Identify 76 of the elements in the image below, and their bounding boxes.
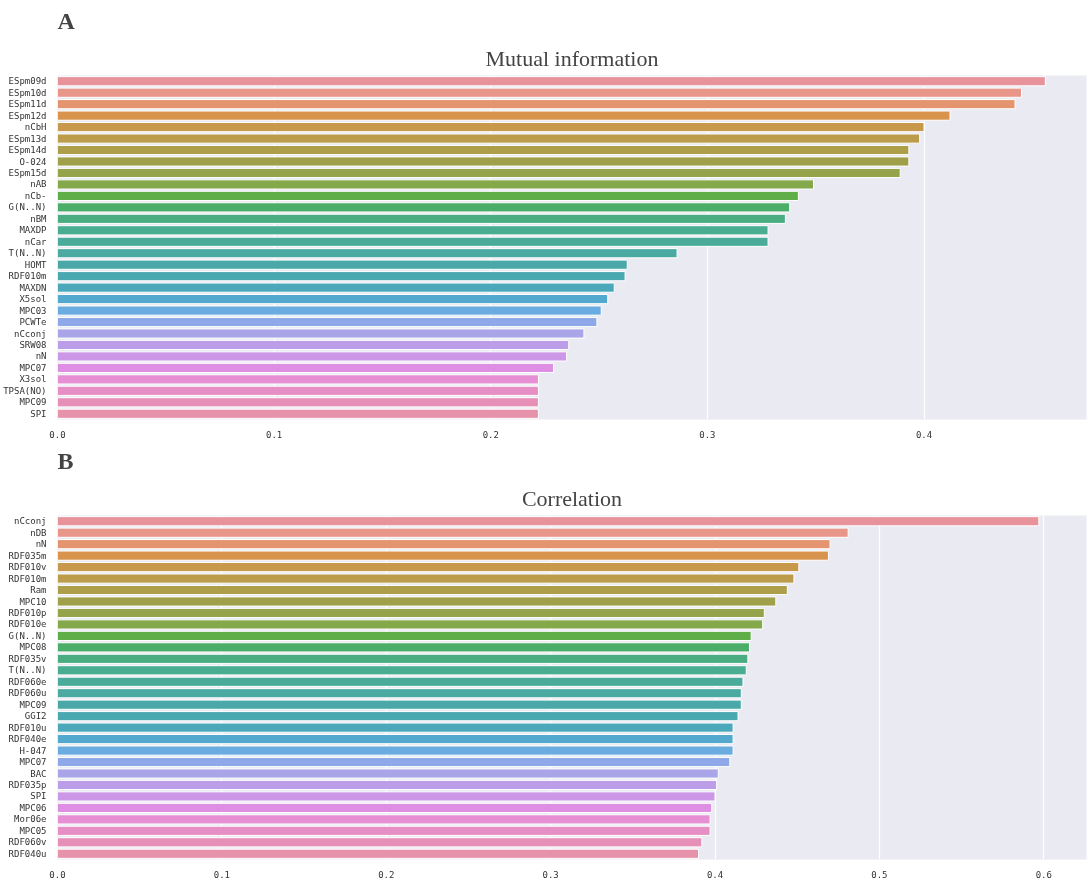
y-tick-label: RDF040e xyxy=(8,734,47,745)
y-tick-label: SPI xyxy=(30,408,47,419)
y-tick-label: RDF060u xyxy=(8,688,47,699)
y-tick-label: ESpm13d xyxy=(8,133,47,144)
y-tick-label: nCconj xyxy=(13,516,47,527)
y-tick-label: O-024 xyxy=(19,156,47,167)
y-tick-label: Mor06e xyxy=(13,814,47,825)
x-tick-label: 0.1 xyxy=(266,429,283,440)
x-tick-label: 0.0 xyxy=(49,869,66,880)
text: B xyxy=(57,447,74,474)
x-tick-label: 0.2 xyxy=(482,429,499,440)
y-tick-label: H-047 xyxy=(19,745,47,756)
y-tick-label: MAXDN xyxy=(19,282,47,293)
y-tick-label: nDB xyxy=(30,527,47,538)
y-tick-label: MAXDP xyxy=(19,225,48,236)
y-tick-label: MPC03 xyxy=(19,305,47,316)
x-tick-label: 0.4 xyxy=(706,869,724,880)
y-tick-label: Ram xyxy=(30,585,47,596)
y-tick-label: nN xyxy=(35,351,47,362)
y-tick-label: GGI2 xyxy=(24,711,47,722)
y-tick-label: MPC07 xyxy=(19,362,47,373)
y-tick-label: X3sol xyxy=(19,374,47,385)
y-tick-label: X5sol xyxy=(19,294,47,305)
y-tick-label: RDF010e xyxy=(8,619,47,630)
x-tick-label: 0.0 xyxy=(49,429,66,440)
y-tick-label: SPI xyxy=(30,791,47,802)
y-tick-label: T(N..N) xyxy=(8,248,47,259)
x-tick-label: 0.6 xyxy=(1035,869,1052,880)
y-tick-label: nCconj xyxy=(13,328,47,339)
text: A xyxy=(57,7,76,34)
y-tick-label: ESpm12d xyxy=(8,110,47,121)
y-tick-label: RDF060e xyxy=(8,676,47,687)
y-tick-label: MPC09 xyxy=(19,699,47,710)
x-tick-label: 0.4 xyxy=(915,429,933,440)
y-tick-label: SRW08 xyxy=(19,339,47,350)
y-tick-label: HOMT xyxy=(24,259,48,270)
y-tick-label: RDF035v xyxy=(8,653,47,664)
y-tick-label: G(N..N) xyxy=(8,630,47,641)
y-tick-label: MPC10 xyxy=(19,596,47,607)
y-tick-label: nBM xyxy=(30,213,48,224)
y-tick-label: MPC09 xyxy=(19,397,47,408)
y-tick-label: PCWTe xyxy=(19,317,47,328)
y-tick-label: MPC08 xyxy=(19,642,47,653)
y-tick-label: ESpm11d xyxy=(8,99,47,110)
y-tick-label: RDF035p xyxy=(8,779,47,790)
y-tick-label: RDF035m xyxy=(8,550,47,561)
y-tick-label: RDF010p xyxy=(8,607,47,618)
y-tick-label: nN xyxy=(35,539,47,550)
y-tick-label: TPSA(NO) xyxy=(3,385,47,396)
y-tick-label: nCbH xyxy=(24,122,47,133)
y-tick-label: MPC05 xyxy=(19,825,47,836)
x-tick-label: 0.2 xyxy=(378,869,395,880)
y-tick-label: ESpm10d xyxy=(8,87,47,98)
y-tick-label: G(N..N) xyxy=(8,202,47,213)
y-tick-label: RDF040u xyxy=(8,848,47,859)
chart-title: Correlation xyxy=(521,485,623,511)
y-tick-label: RDF010m xyxy=(8,271,47,282)
x-tick-label: 0.1 xyxy=(213,869,231,880)
y-tick-label: RDF010m xyxy=(8,573,47,584)
y-tick-label: nCb- xyxy=(24,190,47,201)
y-tick-label: RDF060v xyxy=(8,837,47,848)
y-tick-label: ESpm09d xyxy=(8,76,47,87)
y-tick-label: nCar xyxy=(24,236,48,247)
y-tick-label: RDF010u xyxy=(8,722,47,733)
y-tick-label: ESpm14d xyxy=(8,145,47,156)
y-tick-label: MPC07 xyxy=(19,757,47,768)
y-tick-label: nAB xyxy=(30,179,47,190)
x-tick-label: 0.3 xyxy=(542,869,559,880)
x-tick-label: 0.5 xyxy=(871,869,888,880)
y-tick-label: BAC xyxy=(30,768,47,779)
y-tick-label: T(N..N) xyxy=(8,665,47,676)
y-tick-label: ESpm15d xyxy=(8,167,47,178)
chart-title: Mutual information xyxy=(485,45,659,71)
y-tick-label: RDF010v xyxy=(8,562,47,573)
x-tick-label: 0.3 xyxy=(699,429,716,440)
y-tick-label: MPC06 xyxy=(19,802,47,813)
